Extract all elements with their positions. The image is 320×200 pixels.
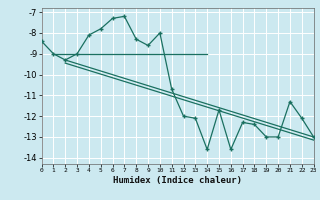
X-axis label: Humidex (Indice chaleur): Humidex (Indice chaleur): [113, 176, 242, 185]
